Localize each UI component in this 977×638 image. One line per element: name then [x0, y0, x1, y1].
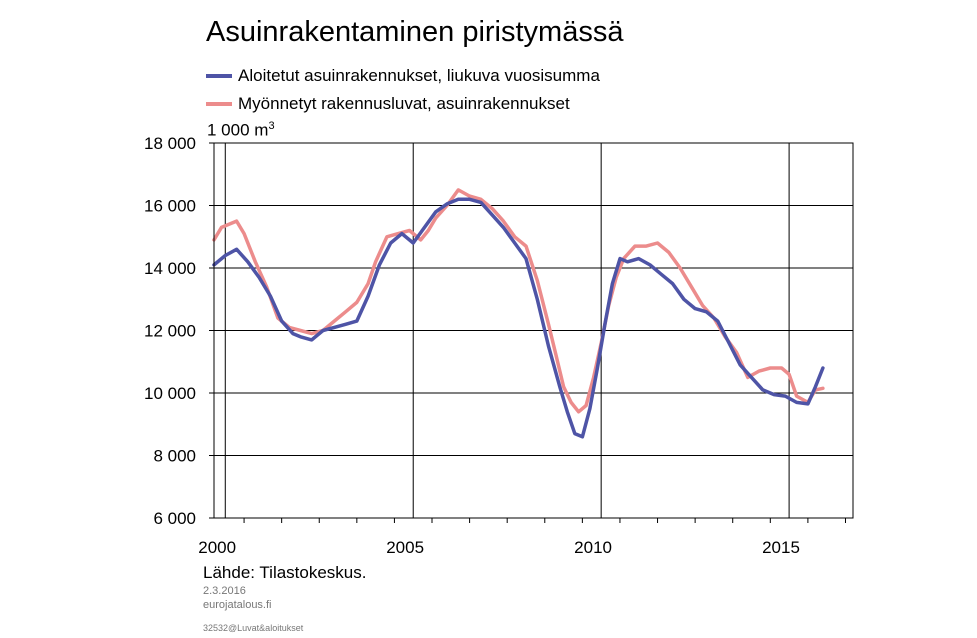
y-unit-superscript: 3	[268, 120, 275, 132]
gridlines	[214, 142, 853, 519]
y-tick-label: 18 000	[144, 134, 196, 153]
x-tick-label: 2005	[386, 538, 424, 557]
source-note: Lähde: Tilastokeskus.	[203, 563, 367, 582]
file-reference: 32532@Luvat&aloitukset	[203, 623, 304, 633]
y-tick-label: 16 000	[144, 197, 196, 216]
legend-item-aloitetut: Aloitetut asuinrakennukset, liukuva vuos…	[206, 62, 600, 90]
x-tick-label: 2010	[574, 538, 612, 557]
y-tick-label: 8 000	[153, 447, 196, 466]
tick-labels: 6 000 8 000 10 000 12 000 14 000 16 000 18 000…	[144, 134, 800, 557]
y-unit-base: 1 000 m	[207, 120, 269, 140]
legend: Aloitetut asuinrakennukset, liukuva vuos…	[206, 62, 600, 118]
publish-date: 2.3.2016	[203, 585, 246, 597]
chart-title: Asuinrakentaminen piristymässä	[206, 16, 624, 48]
legend-item-myonnetyt: Myönnetyt rakennusluvat, asuinrakennukse…	[206, 90, 600, 118]
legend-swatch-myonnetyt	[206, 102, 232, 106]
y-tick-label: 10 000	[144, 384, 196, 403]
y-unit-label: 1 000 m3	[207, 120, 275, 141]
series-line-myonnetyt	[212, 188, 825, 414]
plot-frame	[209, 142, 854, 523]
y-tick-label: 6 000	[153, 509, 196, 528]
plot-border	[213, 142, 854, 519]
series-line-aloitetut	[212, 197, 825, 439]
legend-swatch-aloitetut	[206, 74, 232, 78]
x-tick-label: 2000	[198, 538, 236, 557]
y-tick-label: 12 000	[144, 322, 196, 341]
legend-label-myonnetyt: Myönnetyt rakennusluvat, asuinrakennukse…	[238, 94, 570, 113]
series-lines	[212, 188, 825, 439]
legend-label-aloitetut: Aloitetut asuinrakennukset, liukuva vuos…	[238, 66, 600, 85]
site-name: eurojatalous.fi	[203, 599, 272, 611]
x-tick-label: 2015	[762, 538, 800, 557]
y-tick-label: 14 000	[144, 259, 196, 278]
